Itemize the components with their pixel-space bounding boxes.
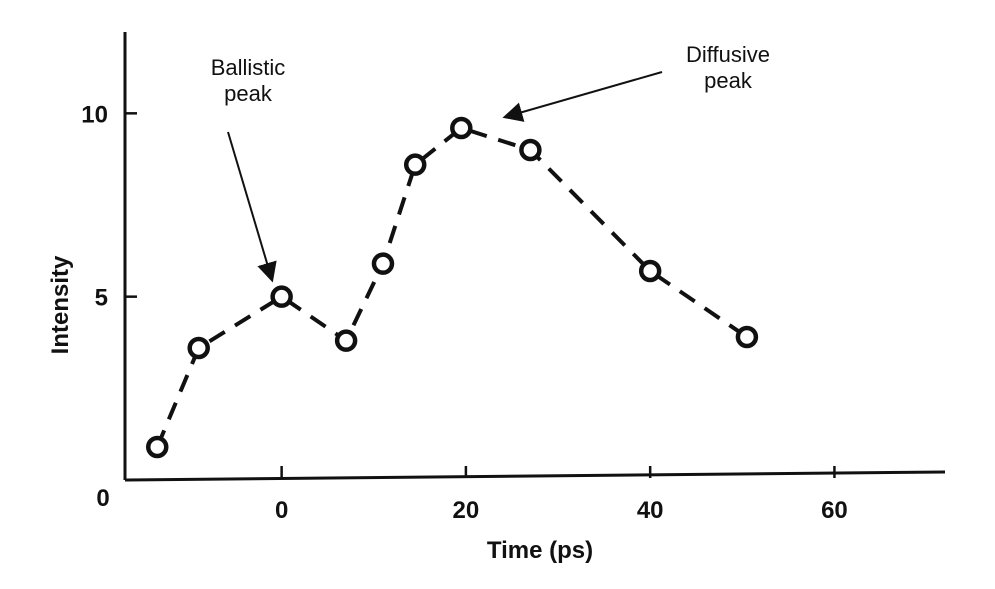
data-point xyxy=(187,336,210,360)
data-point xyxy=(270,285,293,308)
data-point xyxy=(145,435,169,459)
x-axis-line xyxy=(124,470,946,482)
y-axis-label: Intensity xyxy=(47,255,74,354)
annotation-ballistic-arrow xyxy=(227,131,277,283)
origin-label: 0 xyxy=(96,485,109,512)
y-tick-label: 5 xyxy=(95,285,108,312)
annotation-ballistic-text: peak xyxy=(224,81,273,106)
data-point xyxy=(638,259,662,283)
axes xyxy=(123,32,946,482)
x-tick-label: 60 xyxy=(821,497,848,524)
data-point xyxy=(334,329,358,352)
ticks: 0 20 40 60 5 10 xyxy=(81,101,847,524)
data-point xyxy=(450,116,473,140)
x-tick-label: 0 xyxy=(275,497,288,524)
data-point xyxy=(735,325,759,349)
data-point xyxy=(371,252,395,275)
annotation-diffusive-arrow xyxy=(502,71,663,122)
data-markers xyxy=(145,116,759,459)
series-dashed-line xyxy=(155,126,749,448)
x-axis-label: Time (ps) xyxy=(487,537,593,564)
annotation-diffusive-text: peak xyxy=(704,68,753,93)
data-point xyxy=(403,153,427,176)
series-line xyxy=(155,126,749,448)
annotation-ballistic-text: Ballistic xyxy=(211,55,286,80)
x-tick-label: 20 xyxy=(453,497,480,524)
data-point xyxy=(519,138,542,162)
annotation-diffusive-text: Diffusive xyxy=(686,42,770,67)
x-tick-label: 40 xyxy=(637,497,664,524)
y-tick-label: 10 xyxy=(81,101,108,128)
